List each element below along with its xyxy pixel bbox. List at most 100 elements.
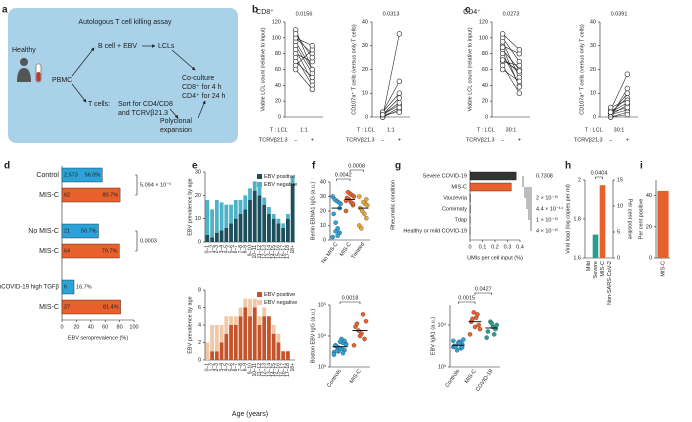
point (292, 66, 299, 73)
bar (243, 209, 248, 242)
legend-label: EBV positive (264, 174, 295, 180)
node: Sort for CD4/CD8 (118, 101, 173, 108)
p-bracket (336, 178, 351, 181)
p-value: 1 × 10⁻¹⁵ (536, 216, 558, 223)
pair-line (295, 57, 313, 86)
point (451, 338, 456, 344)
bar (219, 325, 224, 343)
point (363, 318, 369, 324)
y-tick-label: 20 (275, 99, 281, 105)
point (333, 229, 338, 234)
x-tick-label: 8–9 (243, 363, 249, 372)
bar (238, 214, 243, 242)
x-tick-label: 14–15 (271, 245, 277, 259)
point (485, 329, 491, 334)
point (457, 341, 462, 346)
pair-line (502, 61, 520, 66)
p-bracket (135, 174, 138, 196)
pair-line (610, 109, 628, 115)
bar (281, 351, 286, 360)
bar (61, 243, 120, 259)
category-label: Vaxzevria (443, 195, 468, 201)
x-tick-label: 0.2 (491, 244, 499, 250)
pair-line (382, 33, 400, 118)
x-tick-label: 0.1 (479, 244, 487, 250)
x-tick-label: Controls (326, 368, 343, 388)
point (343, 208, 349, 214)
pair-line (502, 33, 520, 50)
p-value: 0.0427 (475, 286, 492, 292)
bar (233, 325, 238, 360)
pair-line (382, 107, 400, 118)
pair-line (382, 93, 400, 113)
ratio: 30:1 (506, 127, 517, 133)
x-tick-label: COVID-19 (475, 369, 494, 393)
point (396, 31, 403, 37)
node: CD4⁺ for 24 h (182, 93, 225, 100)
point (333, 343, 338, 349)
bar (267, 316, 271, 360)
header: CD8⁺ (256, 9, 274, 16)
p-value: 0.0008 (348, 163, 365, 169)
bar (262, 197, 267, 205)
panel-letter: a (2, 5, 8, 16)
p-value: 5.094 × 10⁻⁵ (140, 181, 171, 188)
x-tick-label: 1–2 (209, 245, 215, 254)
bar (262, 307, 267, 317)
bar (267, 214, 271, 242)
x-tick-label: 80 (117, 324, 123, 330)
bar (248, 188, 252, 200)
point (396, 78, 403, 85)
node: B cell + EBV (98, 43, 137, 50)
p-value: 0.0273 (503, 11, 520, 17)
count-label: 62 (64, 192, 70, 198)
category-label: pCOVID-19 high TGFβ (0, 285, 60, 291)
panel-letter: h (565, 161, 571, 172)
pair-line (295, 29, 313, 70)
point (361, 200, 366, 205)
category-label: MIS-C (39, 304, 59, 311)
x-tick-label: 4–5 (224, 245, 230, 254)
count-label: 64 (64, 248, 70, 254)
bar (271, 333, 276, 360)
point (470, 316, 475, 322)
x-tick-label: 10–11 (252, 363, 258, 377)
pair-line (295, 41, 313, 70)
x-tick-label: 12–13 (262, 245, 268, 259)
node: Co-culture (182, 75, 214, 82)
bar (469, 182, 512, 192)
point (516, 62, 523, 69)
point (494, 322, 499, 328)
axis-label: Berlin EBNA1 IgG (a.u.) (310, 182, 316, 241)
y-tick-label: 100 (479, 35, 488, 41)
y-tick-label: 10 (320, 223, 326, 229)
bar (210, 209, 214, 238)
x-tick-label: Non-SARS-CoV-2 (607, 261, 613, 305)
category-label: MIS-C (39, 192, 59, 199)
y-tick-label: 20 (195, 193, 201, 199)
ratio: 30:1 (614, 127, 625, 133)
point (491, 332, 497, 337)
row-label: TCRVβ21.3 (259, 137, 288, 143)
point (624, 90, 631, 96)
category-label: Control (36, 172, 59, 179)
point (309, 74, 316, 81)
point (467, 332, 473, 337)
point (309, 86, 316, 92)
x-tick-label: 0 (60, 324, 63, 330)
x-tick-label: 13–14 (266, 245, 272, 259)
point (364, 197, 369, 202)
x-tick-label: 1–2 (209, 363, 215, 372)
category-label: No MIS-C (28, 228, 59, 235)
y-tick-label: 10³ (318, 364, 326, 370)
bar (210, 325, 214, 352)
bar (262, 316, 267, 360)
x-tick-label: 3–4 (219, 363, 225, 372)
x-tick-label: – (609, 137, 613, 143)
bar (233, 316, 238, 325)
y-tick-label: 20 (320, 208, 326, 214)
panel-letter: f (312, 161, 316, 172)
legend-swatch (257, 174, 262, 179)
y-tick-label: 4 (198, 322, 201, 328)
